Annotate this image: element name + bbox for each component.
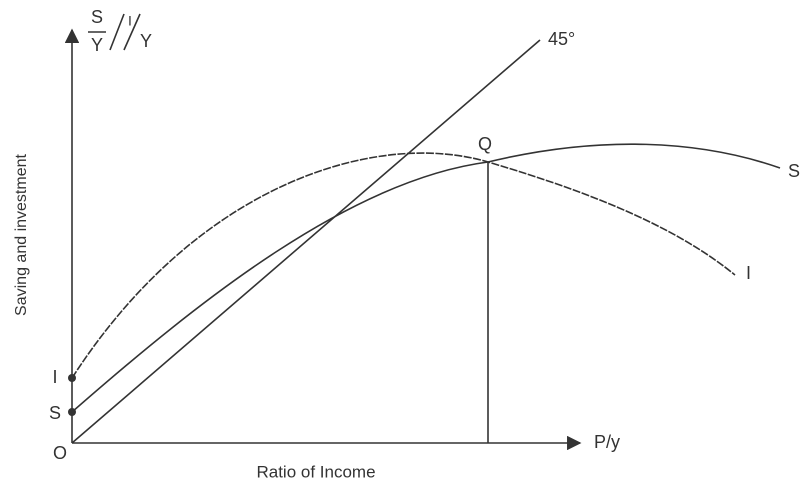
origin-label: O bbox=[53, 443, 67, 463]
saving-curve bbox=[71, 143, 781, 413]
y-symbol: S bbox=[91, 7, 103, 27]
line-label: 45° bbox=[548, 29, 575, 49]
investment-intercept-dot bbox=[68, 374, 76, 382]
y-symbol: Y bbox=[140, 31, 152, 51]
intercept-label: I bbox=[52, 367, 57, 387]
x-axis-symbol: P/y bbox=[594, 432, 620, 452]
y-symbol: I bbox=[128, 13, 132, 29]
slash bbox=[109, 13, 125, 51]
point-label: Q bbox=[478, 134, 492, 154]
y-symbol: Y bbox=[91, 35, 103, 55]
intercept-label: S bbox=[49, 403, 61, 423]
curve-label: I bbox=[746, 263, 751, 283]
slash bbox=[123, 13, 141, 51]
curve-label: S bbox=[788, 161, 800, 181]
45-degree-line bbox=[71, 39, 541, 444]
y-axis-label: Saving and investment bbox=[13, 154, 30, 316]
investment-curve bbox=[71, 152, 736, 379]
saving-intercept-dot bbox=[68, 408, 76, 416]
x-axis-label: Ratio of Income bbox=[256, 462, 375, 481]
